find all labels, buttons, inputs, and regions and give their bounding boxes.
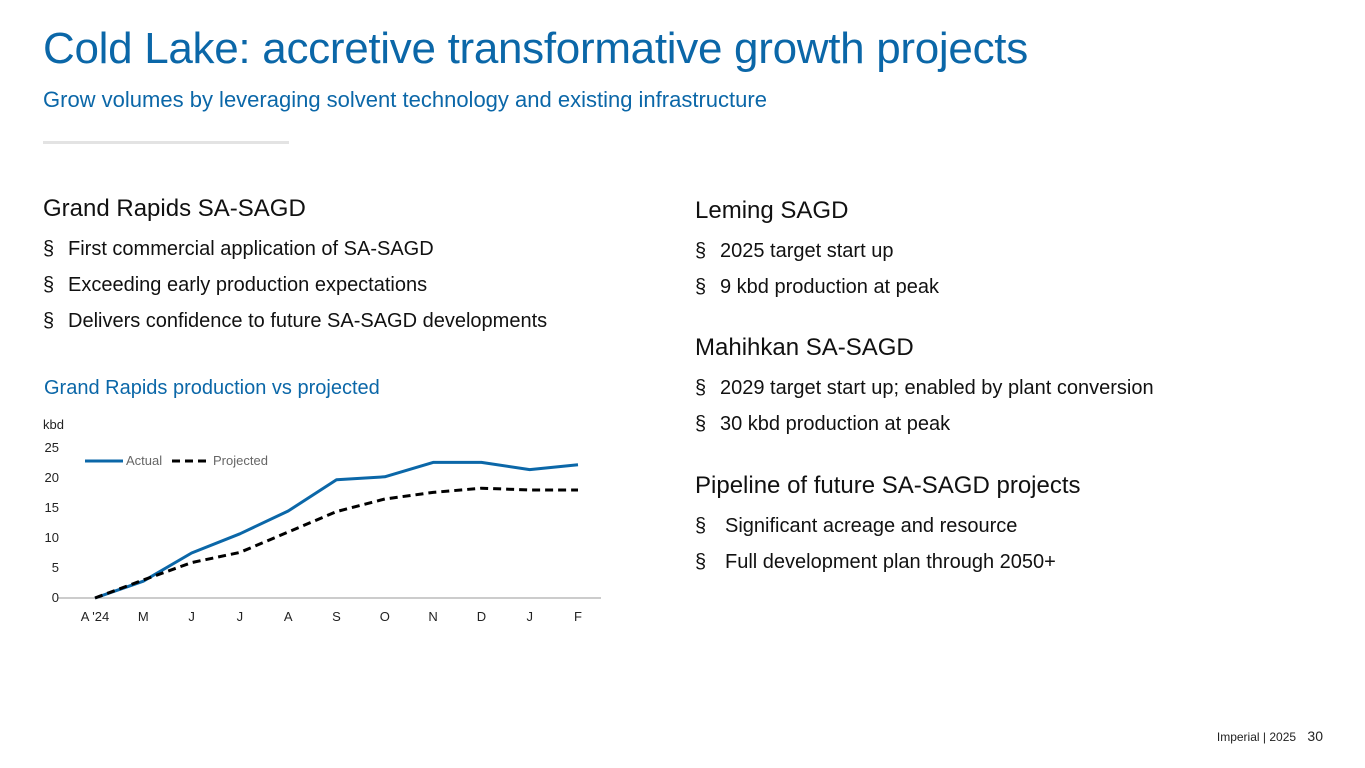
chart-series (94, 460, 579, 600)
x-tick-label: D (477, 609, 486, 624)
legend-label-actual: Actual (126, 453, 162, 468)
x-tick-label: A '24 (81, 609, 110, 624)
list-item: § Significant acreage and resource (695, 508, 1081, 544)
footer-company: Imperial (1216, 730, 1260, 744)
footer-separator: | (1262, 730, 1267, 744)
y-tick-label: 5 (52, 560, 59, 575)
list-item: § 9 kbd production at peak (695, 269, 939, 305)
list-item: § Exceeding early production expectations (43, 267, 547, 303)
leming-section: Leming SAGD § 2025 target start up § 9 kbd… (695, 197, 939, 305)
y-axis-unit-label: kbd (43, 417, 64, 432)
list-item: § 2029 target start up; enabled by plant … (695, 370, 1154, 406)
bullet-marker: § (695, 240, 707, 262)
leming-heading: Leming SAGD (695, 197, 849, 224)
x-tick-label: J (237, 609, 244, 624)
page-subtitle: Grow volumes by leveraging solvent techn… (43, 87, 767, 112)
bullet-marker: § (695, 515, 707, 537)
list-item-text: Exceeding early production expectations (68, 274, 428, 296)
bullet-marker: § (695, 276, 707, 298)
pipeline-section: Pipeline of future SA-SAGD projects § Sig… (695, 472, 1081, 580)
list-item-text: 30 kbd production at peak (720, 413, 951, 435)
list-item-text: 2029 target start up; enabled by plant c… (720, 377, 1154, 399)
bullet-marker: § (43, 274, 55, 296)
list-item-text: 9 kbd production at peak (720, 276, 940, 298)
bullet-marker: § (695, 413, 707, 435)
x-tick-label: S (332, 609, 341, 624)
mahihkan-section: Mahihkan SA-SAGD § 2029 target start up; … (695, 334, 1154, 442)
list-item: § Delivers confidence to future SA-SAGD d… (43, 303, 547, 339)
mahihkan-bullets: § 2029 target start up; enabled by plant … (695, 370, 1154, 442)
series-line-actual (94, 460, 579, 600)
chart-legend: Actual Projected (85, 453, 268, 468)
list-item-text: Full development plan through 2050+ (725, 551, 1056, 573)
y-axis-ticks: 0 5 10 15 20 25 (45, 440, 59, 605)
footer: Imperial | 2025 30 (1217, 728, 1323, 744)
list-item: § First commercial application of SA-SAGD (43, 231, 547, 267)
x-tick-label: F (574, 609, 582, 624)
pipeline-bullets: § Significant acreage and resource § Full … (695, 508, 1081, 580)
bullet-marker: § (43, 310, 55, 332)
leming-bullets: § 2025 target start up § 9 kbd production … (695, 233, 939, 305)
x-tick-label: J (188, 609, 195, 624)
x-tick-label: N (428, 609, 437, 624)
x-tick-label: J (526, 609, 533, 624)
grand-rapids-section: Grand Rapids SA-SAGD § First commercial a… (43, 195, 547, 339)
grand-rapids-heading: Grand Rapids SA-SAGD (43, 195, 306, 222)
title-divider (43, 141, 289, 144)
footer-year: 2025 (1269, 730, 1297, 744)
bullet-marker: § (695, 377, 707, 399)
mahihkan-heading: Mahihkan SA-SAGD (695, 334, 914, 361)
y-tick-label: 0 (52, 590, 59, 605)
production-line-chart: kbd 0 5 10 15 20 25 A '24 M J J A S O N D J F Actual Pro… (43, 417, 601, 624)
bullet-marker: § (43, 238, 55, 260)
series-line-projected (94, 486, 578, 600)
bullet-marker: § (695, 551, 707, 573)
y-tick-label: 10 (45, 530, 59, 545)
list-item: § Full development plan through 2050+ (695, 544, 1081, 580)
x-tick-label: A (284, 609, 293, 624)
y-tick-label: 15 (45, 500, 59, 515)
x-axis-ticks: A '24 M J J A S O N D J F (81, 609, 582, 624)
y-tick-label: 20 (45, 470, 59, 485)
list-item: § 30 kbd production at peak (695, 406, 1154, 442)
grand-rapids-bullets: § First commercial application of SA-SAGD… (43, 231, 547, 339)
page-number: 30 (1307, 728, 1323, 744)
x-tick-label: M (138, 609, 149, 624)
list-item-text: Significant acreage and resource (725, 515, 1018, 537)
list-item: § 2025 target start up (695, 233, 939, 269)
y-tick-label: 25 (45, 440, 59, 455)
page-title: Cold Lake: accretive transformative grow… (43, 24, 1028, 73)
list-item-text: First commercial application of SA-SAGD (68, 238, 434, 260)
list-item-text: 2025 target start up (720, 240, 894, 262)
legend-label-projected: Projected (213, 453, 268, 468)
list-item-text: Delivers confidence to future SA-SAGD de… (68, 310, 548, 332)
chart-title: Grand Rapids production vs projected (44, 377, 380, 399)
pipeline-heading: Pipeline of future SA-SAGD projects (695, 472, 1081, 499)
x-tick-label: O (380, 609, 390, 624)
